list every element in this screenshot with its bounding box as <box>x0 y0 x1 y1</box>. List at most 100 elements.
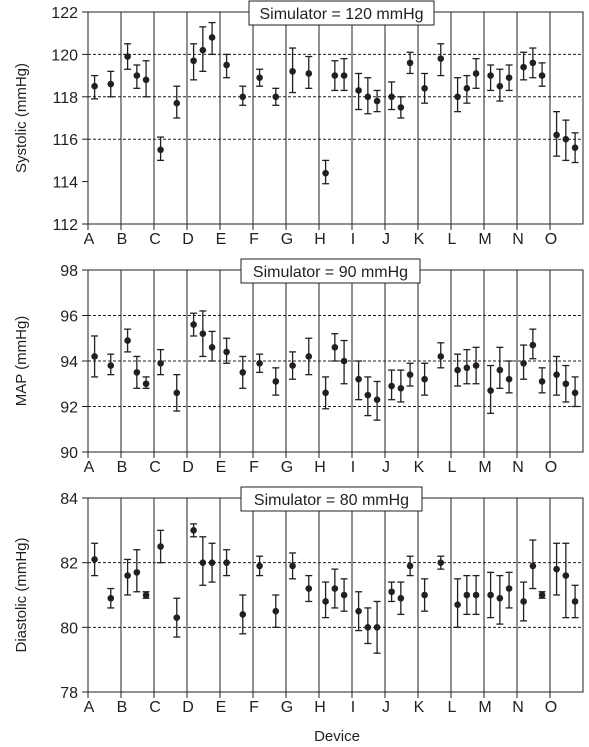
panel-title: Simulator = 120 mmHg <box>259 6 423 23</box>
mean-marker <box>406 562 414 570</box>
x-tick-label: A <box>84 459 95 476</box>
mean-marker <box>355 607 362 615</box>
data-point <box>496 574 504 625</box>
data-point <box>454 578 462 628</box>
x-tick-label: E <box>216 231 227 248</box>
data-point <box>373 89 381 113</box>
data-point <box>538 62 546 87</box>
y-tick-label: 84 <box>60 491 78 508</box>
mean-marker <box>190 321 197 328</box>
mean-marker <box>397 385 405 392</box>
mean-marker <box>272 378 280 385</box>
mean-marker <box>571 598 579 605</box>
x-tick-label: H <box>314 459 326 476</box>
data-point <box>340 339 348 385</box>
mean-marker <box>421 591 428 599</box>
data-point <box>157 136 165 162</box>
x-tick-label: M <box>478 459 491 476</box>
x-tick-label: I <box>351 459 355 476</box>
data-point <box>437 555 445 570</box>
mean-marker <box>173 614 181 621</box>
mean-marker <box>373 97 381 105</box>
mean-marker <box>173 389 181 397</box>
data-point <box>322 376 330 410</box>
mean-marker <box>256 562 263 570</box>
mean-marker <box>487 72 494 79</box>
mean-marker <box>322 389 329 397</box>
mean-marker <box>463 85 471 92</box>
y-tick-label: 98 <box>60 263 78 280</box>
data-point <box>472 57 480 89</box>
x-tick-label: L <box>448 699 457 716</box>
data-point <box>364 607 372 645</box>
data-point <box>208 21 216 56</box>
mean-marker <box>562 572 570 579</box>
data-point <box>340 57 348 92</box>
mean-marker <box>520 598 527 605</box>
y-tick-label: 112 <box>52 217 78 234</box>
y-tick-label: 92 <box>60 400 78 417</box>
mean-marker <box>190 527 197 534</box>
mean-marker <box>272 93 280 101</box>
mean-marker <box>437 353 445 360</box>
mean-marker <box>520 63 527 71</box>
mean-marker <box>173 99 181 107</box>
data-point <box>173 373 181 412</box>
x-tick-label: L <box>448 231 457 248</box>
mean-marker <box>538 378 546 385</box>
panel-title-box <box>240 486 423 512</box>
y-tick-label: 96 <box>60 309 78 326</box>
data-point <box>322 159 330 185</box>
y-tick-label: 94 <box>60 354 78 371</box>
data-point <box>272 87 280 106</box>
x-tick-label: I <box>351 231 355 248</box>
x-tick-label: E <box>216 699 227 716</box>
mean-marker <box>472 70 480 77</box>
data-point <box>142 591 150 599</box>
data-point <box>190 523 198 538</box>
data-point <box>421 72 429 104</box>
data-point <box>208 542 216 583</box>
x-tick-label: H <box>314 231 326 248</box>
data-point <box>505 360 513 394</box>
panel-diastolic: 78 80 82 84 A B C D E F G H I J K L M N O Diastolic (mmHg) S… <box>13 486 584 716</box>
mean-marker <box>157 543 164 550</box>
mean-marker <box>355 375 362 383</box>
y-tick-label: 122 <box>51 5 78 22</box>
mean-marker <box>505 585 513 592</box>
data-point <box>388 81 396 111</box>
mean-marker <box>562 135 570 143</box>
x-tick-label: O <box>545 699 557 716</box>
mean-marker <box>107 80 115 88</box>
data-point <box>190 312 198 337</box>
mean-marker <box>239 611 247 618</box>
mean-marker <box>364 391 372 399</box>
x-tick-label: F <box>249 699 259 716</box>
data-point <box>421 362 429 396</box>
data-point <box>406 555 414 577</box>
data-point <box>256 68 264 87</box>
mean-marker <box>373 624 381 631</box>
x-tick-label: A <box>84 231 95 248</box>
data-point <box>223 549 231 577</box>
mean-marker <box>454 93 461 101</box>
panel-map: 90 92 94 96 98 A B C D E F G H I J K L M N O MAP (mmHg) Simul… <box>13 258 584 476</box>
y-tick-label: 80 <box>60 620 78 637</box>
data-point <box>562 542 570 619</box>
mean-marker <box>373 396 381 403</box>
x-tick-label: K <box>414 459 425 476</box>
data-point <box>538 367 546 394</box>
mean-marker <box>562 380 570 388</box>
x-tick-label: I <box>351 699 355 716</box>
panel-title-box <box>240 258 421 284</box>
x-tick-label: O <box>545 459 557 476</box>
data-point <box>437 43 445 77</box>
mean-marker <box>305 353 313 360</box>
x-tick-label: N <box>512 699 524 716</box>
data-point <box>463 74 471 104</box>
data-point <box>142 60 150 98</box>
data-point <box>272 594 280 628</box>
data-point <box>331 60 339 92</box>
data-point <box>107 587 115 609</box>
data-point <box>472 346 480 385</box>
